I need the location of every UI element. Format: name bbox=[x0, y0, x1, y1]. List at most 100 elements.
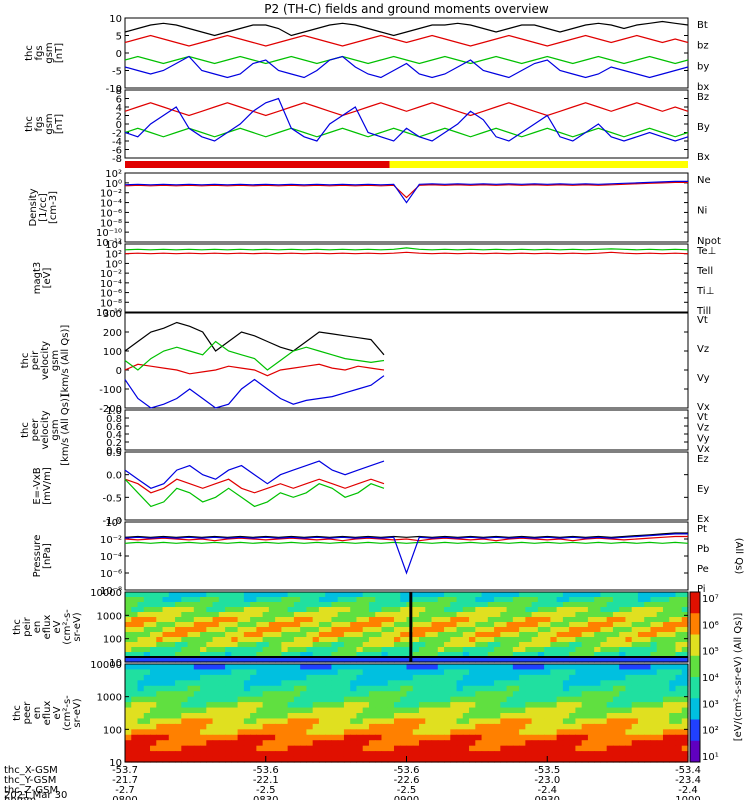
y-tick-label: 10⁴ bbox=[105, 240, 122, 251]
peer_spec-cell bbox=[431, 664, 439, 671]
ephemeris-label: thc_X-GSM bbox=[4, 765, 58, 776]
peir_spec-cell bbox=[331, 642, 339, 648]
peer_spec-cell bbox=[350, 707, 358, 714]
peer_spec-cell bbox=[525, 751, 533, 758]
peer_spec-cell bbox=[487, 680, 495, 687]
peer_spec-cell bbox=[619, 718, 627, 725]
peer_spec-cell bbox=[650, 740, 658, 747]
peer_spec-cell bbox=[444, 734, 451, 741]
peir_spec-cell bbox=[644, 652, 652, 658]
peer_spec-cell bbox=[225, 718, 232, 725]
peir_spec-cell bbox=[243, 602, 251, 608]
peer_spec-cell bbox=[156, 664, 164, 671]
peir_spec-cell bbox=[650, 617, 658, 623]
peer_spec-cell bbox=[494, 734, 501, 741]
peir_spec-cell bbox=[519, 617, 526, 623]
peir_spec-cell bbox=[675, 612, 683, 618]
peir_spec-cell bbox=[256, 647, 264, 653]
peer_spec-cell bbox=[675, 707, 683, 714]
y-tick-label: 300 bbox=[103, 309, 122, 320]
peir_spec-cell bbox=[181, 597, 189, 603]
peer_spec-cell bbox=[650, 674, 658, 681]
peir_spec-cell bbox=[231, 622, 239, 628]
peer_spec-cell bbox=[444, 751, 451, 758]
peer_spec-cell bbox=[475, 674, 483, 681]
peir_spec-cell bbox=[525, 637, 533, 643]
peer_spec-cell bbox=[675, 696, 683, 703]
peer_spec-cell bbox=[556, 702, 564, 709]
peer_spec-cell bbox=[494, 685, 501, 692]
peer_spec-cell bbox=[500, 723, 508, 730]
peir_spec-cell bbox=[556, 642, 564, 648]
y-tick-label: -2 bbox=[112, 129, 122, 140]
peer_spec-cell bbox=[594, 718, 602, 725]
peer_spec-cell bbox=[637, 691, 645, 698]
peir_spec-cell bbox=[225, 592, 232, 598]
peer_spec-cell bbox=[631, 674, 639, 681]
peer_spec-cell bbox=[619, 707, 627, 714]
peer_spec-cell bbox=[575, 734, 583, 741]
peer_spec-cell bbox=[256, 685, 264, 692]
peer_spec-cell bbox=[187, 674, 195, 681]
peer_spec-cell bbox=[212, 729, 220, 736]
peer_spec-cell bbox=[231, 756, 239, 763]
peer_spec-cell bbox=[218, 740, 226, 747]
peir_spec-cell bbox=[431, 612, 439, 618]
peer_spec-cell bbox=[644, 664, 652, 671]
peer_spec-cell bbox=[337, 674, 345, 681]
peer_spec-cell bbox=[412, 707, 420, 714]
peir_spec-cell bbox=[675, 592, 683, 598]
peer_spec-cell bbox=[293, 702, 301, 709]
peir_spec-cell bbox=[350, 637, 358, 643]
peir_spec-cell bbox=[306, 627, 314, 633]
peer_spec-cell bbox=[437, 729, 445, 736]
peir_spec-cell bbox=[137, 602, 145, 608]
peir_spec-cell bbox=[400, 622, 408, 628]
y-tick-label: 1.0 bbox=[106, 406, 122, 417]
peer_spec-cell bbox=[675, 734, 683, 741]
peir_spec-cell bbox=[681, 612, 689, 618]
peer_spec-cell bbox=[131, 680, 139, 687]
series-Ne bbox=[124, 181, 688, 199]
peer_spec-cell bbox=[218, 713, 226, 720]
peir_spec-cell bbox=[637, 657, 645, 663]
fgs-axes bbox=[124, 17, 689, 89]
peer_spec-cell bbox=[600, 691, 608, 698]
peir_spec-cell bbox=[318, 602, 326, 608]
peir_spec-cell bbox=[444, 592, 451, 598]
peer_spec-cell bbox=[412, 734, 420, 741]
peer_spec-cell bbox=[600, 718, 608, 725]
peer_spec-cell bbox=[419, 723, 426, 730]
peir_spec-cell bbox=[350, 647, 358, 653]
peer_spec-cell bbox=[419, 713, 426, 720]
peir_spec-cell bbox=[200, 657, 207, 663]
peer_spec-cell bbox=[525, 756, 533, 763]
peer_spec-cell bbox=[331, 696, 339, 703]
peir_spec-cell bbox=[375, 647, 383, 653]
peir_spec-cell bbox=[619, 657, 627, 663]
peir_spec-cell bbox=[625, 642, 633, 648]
peer_spec-cell bbox=[250, 740, 257, 747]
peer_spec-cell bbox=[375, 734, 383, 741]
peer_spec-cell bbox=[581, 745, 589, 752]
peer_spec-cell bbox=[544, 664, 551, 671]
peer_spec-cell bbox=[587, 729, 595, 736]
peer_spec-cell bbox=[537, 729, 545, 736]
peer_spec-cell bbox=[425, 685, 433, 692]
peer_spec-cell bbox=[262, 734, 270, 741]
peer_spec-cell bbox=[587, 680, 595, 687]
peer_spec-cell bbox=[669, 756, 677, 763]
peer_spec-cell bbox=[669, 664, 677, 671]
y-axis-label: peir bbox=[30, 350, 41, 370]
peer_spec-cell bbox=[637, 685, 645, 692]
peir_spec-cell bbox=[512, 657, 520, 663]
peer_spec-cell bbox=[519, 674, 526, 681]
peer_spec-cell bbox=[287, 680, 295, 687]
peir_spec-cell bbox=[281, 617, 289, 623]
peir_spec-cell bbox=[594, 652, 602, 658]
peer_spec-cell bbox=[287, 691, 295, 698]
peer_spec-cell bbox=[606, 685, 614, 692]
peir_spec-cell bbox=[519, 632, 526, 638]
peir_spec-cell bbox=[137, 657, 145, 663]
peer_spec-cell bbox=[331, 685, 339, 692]
